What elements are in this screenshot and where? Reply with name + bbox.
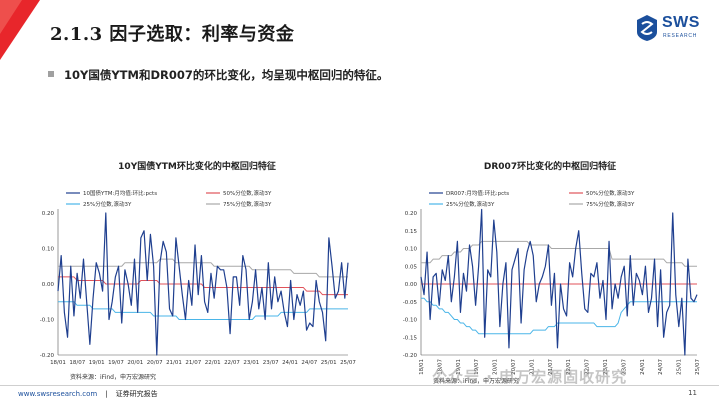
series-line (420, 208, 698, 356)
x-tick-label: 23/01 (603, 359, 609, 375)
y-tick-label: -0.20 (40, 353, 55, 359)
x-tick-label: 19/01 (89, 360, 105, 366)
x-tick-label: 25/01 (321, 360, 337, 366)
x-tick-label: 18/07 (437, 359, 443, 375)
x-tick-label: 22/07 (224, 360, 240, 366)
y-tick-label: -0.10 (403, 318, 418, 324)
x-tick-label: 24/07 (658, 359, 664, 375)
chart-10y-ytm: 10Y国债YTM环比变化的中枢回归特征 10国债YTM:月均值:环比:pcts 50… (30, 155, 365, 387)
y-tick-label: -0.15 (403, 335, 418, 341)
x-tick-label: 21/01 (529, 359, 535, 375)
series-line (421, 240, 697, 267)
header-corner-shape (0, 0, 40, 60)
x-tick-label: 24/01 (640, 359, 646, 375)
sws-logo: SWS RESEARCH (635, 12, 707, 46)
legend-label: 10国债YTM:月均值:环比:pcts (83, 189, 157, 197)
legend-label: 75%分位数,滚动3Y (223, 200, 272, 208)
bullet-square-icon (48, 71, 54, 77)
x-tick-label: 22/07 (585, 359, 591, 375)
x-tick-label: 20/01 (493, 359, 499, 375)
legend-label: DR007:月均值:环比:pcts (446, 189, 509, 197)
x-tick-label: 19/01 (456, 359, 462, 375)
x-tick-label: 21/07 (185, 360, 201, 366)
x-tick-label: 18/07 (69, 360, 85, 366)
y-tick-label: -0.05 (403, 300, 418, 306)
series-line (58, 258, 348, 278)
sws-logo-icon (637, 15, 657, 41)
x-tick-label: 24/01 (282, 360, 298, 366)
watermark: 公众号 · 申万宏源固收研究 (432, 368, 628, 386)
chart-source: 资料来源：iFind，申万宏源研究 (70, 373, 156, 381)
bullet-point: 10Y国债YTM和DR007的环比变化，均呈现中枢回归的特征。 (48, 67, 388, 83)
chart-dr007: DR007环比变化的中枢回归特征 DR007:月均值:环比:pcts 50%分位数,… (385, 155, 710, 387)
x-tick-label: 25/07 (340, 360, 356, 366)
y-tick-label: -0.10 (40, 318, 55, 324)
y-tick-label: -0.20 (403, 353, 418, 359)
x-tick-label: 23/07 (263, 360, 279, 366)
x-tick-label: 22/01 (566, 359, 572, 375)
logo-text: SWS (662, 14, 700, 31)
x-tick-label: 22/01 (205, 360, 221, 366)
bullet-text: 10Y国债YTM和DR007的环比变化，均呈现中枢回归的特征。 (64, 68, 389, 82)
x-tick-label: 23/07 (621, 359, 627, 375)
chart-10y-ytm-svg: 10Y国债YTM环比变化的中枢回归特征 10国债YTM:月均值:环比:pcts 50… (40, 160, 357, 381)
legend-label: 75%分位数,滚动3Y (586, 200, 635, 208)
x-tick-label: 23/01 (243, 360, 259, 366)
footer-label: 证券研究报告 (115, 390, 158, 398)
chart-source: 资料来源：iFind，申万宏源研究 (433, 377, 519, 385)
legend-label: 50%分位数,滚动3Y (223, 189, 272, 197)
y-tick-label: 0.00 (42, 282, 55, 288)
page-number: 11 (688, 389, 697, 397)
chart-dr007-svg: DR007环比变化的中枢回归特征 DR007:月均值:环比:pcts 50%分位数,… (403, 160, 701, 385)
series-line (58, 301, 348, 320)
chart-title: DR007环比变化的中枢回归特征 (484, 160, 616, 172)
y-tick-label: 0.10 (42, 247, 55, 253)
x-tick-label: 24/07 (301, 360, 317, 366)
x-tick-label: 20/07 (147, 360, 163, 366)
x-tick-label: 25/01 (677, 359, 683, 375)
x-tick-label: 18/01 (419, 359, 425, 375)
x-tick-label: 21/07 (548, 359, 554, 375)
x-tick-label: 20/07 (511, 359, 517, 375)
logo-subtext: RESEARCH (663, 33, 698, 39)
footer-url-link[interactable]: www.swsresearch.com (18, 390, 98, 398)
x-tick-label: 19/07 (474, 359, 480, 375)
series-line (57, 212, 349, 356)
y-tick-label: 0.00 (405, 282, 418, 288)
legend-label: 25%分位数,滚动3Y (83, 200, 132, 208)
x-tick-label: 21/01 (166, 360, 182, 366)
x-tick-label: 19/07 (108, 360, 124, 366)
legend-label: 50%分位数,滚动3Y (586, 189, 635, 197)
y-tick-label: 0.10 (405, 247, 418, 253)
y-tick-label: 0.20 (42, 211, 55, 217)
footer-divider (0, 385, 719, 386)
chart-title: 10Y国债YTM环比变化的中枢回归特征 (118, 160, 276, 172)
legend-label: 25%分位数,滚动3Y (446, 200, 495, 208)
x-tick-label: 18/01 (50, 360, 66, 366)
x-tick-label: 20/01 (127, 360, 143, 366)
page-title: 2.1.3 因子选取：利率与资金 (50, 24, 295, 45)
y-tick-label: 0.20 (405, 211, 418, 217)
footer: www.swsresearch.com | 证券研究报告 (18, 390, 158, 398)
x-tick-label: 25/07 (695, 359, 701, 375)
y-tick-label: 0.05 (405, 264, 418, 270)
y-tick-label: 0.15 (405, 229, 418, 235)
